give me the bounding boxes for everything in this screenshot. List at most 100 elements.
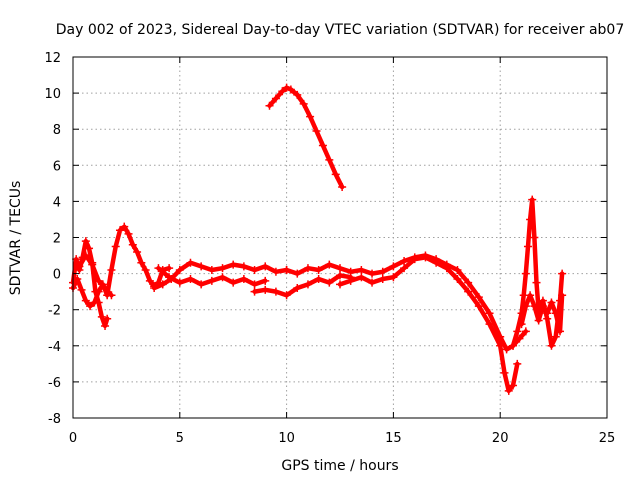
data-point-marker: [282, 83, 291, 92]
x-axis-label: GPS time / hours: [281, 458, 398, 474]
series-markers: [517, 291, 567, 336]
data-point-marker: [97, 312, 106, 321]
data-point-marker: [261, 262, 270, 271]
data-point-marker: [504, 386, 513, 395]
data-point-marker: [530, 302, 539, 311]
data-point-marker: [81, 251, 90, 260]
data-point-marker: [154, 264, 163, 273]
data-point-marker: [239, 262, 248, 271]
data-point-marker: [158, 280, 167, 289]
data-point-marker: [86, 302, 95, 311]
data-point-marker: [88, 260, 97, 269]
data-point-marker: [389, 273, 398, 282]
data-point-marker: [286, 85, 295, 94]
data-point-marker: [115, 226, 124, 235]
y-tick-label: -2: [48, 304, 61, 319]
data-point-marker: [94, 287, 103, 296]
series-markers: [265, 83, 347, 191]
data-point-marker: [521, 269, 530, 278]
data-point-marker: [250, 280, 259, 289]
data-point-marker: [175, 278, 184, 287]
data-point-marker: [103, 314, 112, 323]
data-point-marker: [513, 327, 522, 336]
data-point-marker: [73, 275, 82, 284]
y-tick-label: -6: [48, 376, 61, 391]
data-point-marker: [137, 258, 146, 267]
data-point-marker: [523, 242, 532, 251]
data-point-marker: [464, 278, 473, 287]
data-point-marker: [464, 287, 473, 296]
data-point-marker: [293, 90, 302, 99]
data-point-marker: [421, 253, 430, 262]
data-point-marker: [101, 321, 110, 330]
data-point-marker: [271, 267, 280, 276]
data-point-marker: [175, 265, 184, 274]
data-point-marker: [400, 256, 409, 265]
data-point-marker: [389, 262, 398, 271]
data-point-marker: [400, 264, 409, 273]
series-line: [70, 224, 172, 309]
y-tick-label: 0: [53, 268, 61, 283]
data-point-marker: [551, 309, 560, 318]
data-point-marker: [526, 215, 535, 224]
series-markers: [250, 271, 355, 300]
data-point-marker: [261, 276, 270, 285]
data-point-marker: [558, 269, 567, 278]
series-markers: [336, 253, 522, 395]
y-tick-label: 10: [44, 87, 61, 102]
data-point-marker: [299, 99, 308, 108]
data-point-marker: [509, 341, 518, 350]
data-point-marker: [293, 284, 302, 293]
series-markers: [75, 251, 116, 300]
data-point-marker: [556, 327, 565, 336]
data-point-marker: [229, 260, 238, 269]
data-point-marker: [314, 275, 323, 284]
data-point-marker: [150, 284, 159, 293]
data-point-marker: [250, 287, 259, 296]
data-point-marker: [165, 264, 174, 273]
data-point-marker: [538, 302, 547, 311]
data-point-marker: [282, 291, 291, 300]
data-point-marker: [218, 264, 227, 273]
data-point-marker: [318, 141, 327, 150]
data-point-marker: [312, 127, 321, 136]
x-tick-label: 25: [599, 431, 616, 446]
data-point-marker: [165, 273, 174, 282]
data-point-marker: [128, 240, 137, 249]
data-point-marker: [218, 273, 227, 282]
data-point-marker: [293, 269, 302, 278]
data-point-marker: [532, 278, 541, 287]
data-point-marker: [474, 293, 483, 302]
series-line: [77, 253, 114, 298]
data-point-marker: [521, 327, 530, 336]
x-tick-label: 0: [69, 431, 77, 446]
y-tick-label: 8: [53, 123, 61, 138]
data-point-marker: [432, 258, 441, 267]
data-point-marker: [75, 262, 84, 271]
y-tick-label: 6: [53, 159, 61, 174]
data-point-marker: [186, 258, 195, 267]
data-point-marker: [336, 271, 344, 280]
data-point-marker: [261, 285, 270, 294]
data-point-marker: [547, 298, 556, 307]
y-tick-label: 2: [53, 232, 61, 247]
data-point-marker: [306, 112, 315, 121]
data-point-marker: [81, 296, 90, 305]
data-point-marker: [346, 276, 355, 285]
data-point-marker: [107, 265, 116, 274]
data-point-marker: [534, 316, 543, 325]
data-point-marker: [338, 182, 347, 191]
data-point-marker: [120, 222, 129, 231]
data-point-marker: [513, 359, 522, 368]
data-point-marker: [530, 233, 539, 242]
data-point-marker: [81, 237, 90, 246]
axis-ticks: 0 5 10 15 20 25 -8 -6 -4 -2 0 2 4 6 8 10 12: [44, 51, 615, 446]
data-point-marker: [111, 242, 120, 251]
data-point-marker: [271, 287, 280, 296]
data-point-marker: [543, 309, 552, 318]
data-point-marker: [551, 332, 560, 341]
y-axis-label: SDTVAR / TECUs: [8, 181, 24, 296]
data-point-marker: [528, 195, 537, 204]
data-point-marker: [278, 87, 287, 96]
data-point-marker: [453, 275, 462, 284]
